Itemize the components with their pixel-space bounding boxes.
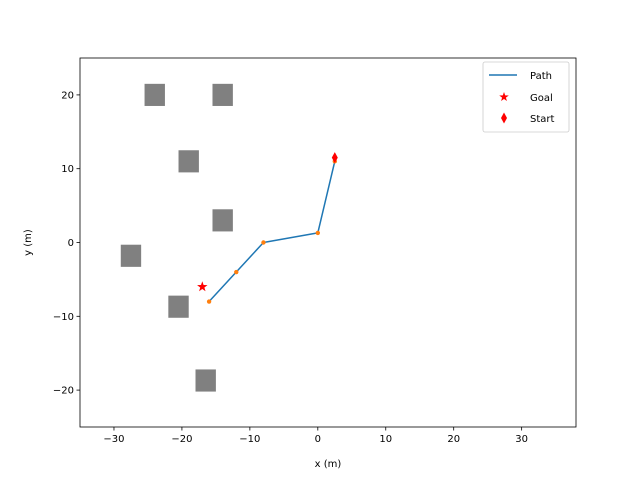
legend-goal-label: Goal (530, 93, 553, 104)
y-tick-label: 10 (61, 164, 74, 175)
goal-marker (197, 281, 208, 292)
x-tick-label: 20 (447, 434, 460, 445)
x-tick-label: −30 (103, 434, 124, 445)
obstacle-4 (212, 209, 233, 232)
waypoint-1 (206, 299, 212, 304)
y-tick-label: 0 (68, 238, 74, 249)
x-axis-label: x (m) (315, 459, 342, 470)
x-tick-label: −20 (171, 434, 192, 445)
x-tick-label: 30 (515, 434, 528, 445)
y-tick-label: −10 (53, 312, 74, 323)
waypoint-3 (261, 240, 266, 245)
start-marker (331, 152, 338, 164)
obstacle-3 (178, 150, 199, 173)
obstacle-7 (195, 369, 216, 392)
y-axis-label: y (m) (23, 229, 34, 256)
x-axis-ticks: −30 −20 −10 0 10 20 30 (103, 427, 528, 445)
legend-box (482, 61, 570, 133)
markers-layer (197, 152, 338, 304)
legend: Path Goal Start (482, 61, 570, 133)
waypoint-4 (315, 230, 321, 236)
x-tick-label: −10 (239, 434, 260, 445)
y-axis-ticks: −20 −10 0 10 20 (53, 90, 80, 397)
y-tick-label: 20 (61, 90, 74, 101)
x-tick-label: 0 (315, 434, 321, 445)
x-tick-label: 10 (379, 434, 392, 445)
legend-start-marker (501, 112, 507, 124)
obstacle-5 (120, 244, 142, 267)
legend-goal-marker (499, 92, 509, 102)
waypoint-2 (234, 269, 239, 275)
y-tick-label: −20 (53, 386, 74, 397)
obstacle-1 (144, 83, 165, 106)
obstacle-6 (168, 295, 189, 318)
legend-start-label: Start (530, 114, 555, 125)
obstacles-layer (120, 83, 233, 392)
legend-path-label: Path (530, 71, 552, 82)
obstacle-2 (212, 83, 233, 106)
